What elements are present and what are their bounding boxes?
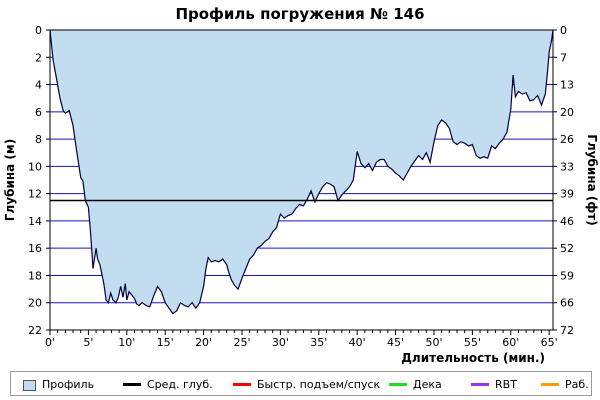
x-tick-label: 5' [83,336,93,349]
plot-area [49,29,554,331]
y-axis-label-left: Глубина (м) [3,139,17,221]
y-right-tick-label: 7 [560,51,567,64]
legend-label: Быстр. подъем/спуск [257,378,381,391]
y-right-tick-label: 0 [560,24,567,37]
y-left-tick-label: 18 [28,269,42,282]
y-axis-right: 0 7 13 20 26 33 39 46 52 59 66 72 [553,24,574,337]
y-left-tick-label: 10 [28,160,42,173]
legend-item-deco: Дека [389,378,442,392]
legend-swatch-profile [23,379,36,391]
legend-swatch-avg-depth [123,382,141,386]
x-tick-label: 45' [387,336,404,349]
legend-item-rbt: RBT [471,378,517,392]
legend-swatch-work [541,382,559,386]
y-right-tick-label: 46 [560,215,574,228]
y-right-tick-label: 13 [560,79,574,92]
y-axis-label-right: Глубина (фт) [585,134,599,225]
y-left-tick-label: 22 [28,324,42,337]
y-left-tick-label: 14 [28,215,42,228]
x-tick-label: 50' [425,336,442,349]
y-left-tick-label: 16 [28,242,42,255]
legend-label: RBT [495,378,517,391]
x-tick-label: 55' [464,336,481,349]
x-tick-label: 65' [541,336,558,349]
legend: Профиль Сред. глуб. Быстр. подъем/спуск … [10,371,592,396]
legend-label: Раб. [565,378,589,391]
x-axis-label: Длительность (мин.) [401,351,545,365]
x-tick-label: 40' [349,336,366,349]
y-left-tick-label: 8 [35,133,42,146]
legend-item-work: Раб. [541,378,589,392]
dive-profile-chart: Профиль погружения № 146 0' 5' 10' 15' 20' 25… [3,5,599,365]
legend-label: Профиль [42,378,95,391]
legend-item-profile: Профиль [23,378,94,392]
y-right-tick-label: 20 [560,106,574,119]
x-tick-label: 60' [502,336,519,349]
y-left-tick-label: 20 [28,297,42,310]
legend-label: Сред. глуб. [147,378,213,391]
plot-frame [49,29,554,331]
x-tick-label: 10' [118,336,135,349]
y-right-tick-label: 72 [560,324,574,337]
legend-swatch-rbt [471,382,489,386]
y-right-tick-label: 52 [560,242,574,255]
x-tick-label: 30' [272,336,289,349]
depth-profile-area [50,30,553,314]
y-left-tick-label: 2 [35,51,42,64]
y-axis-left: 0 2 4 6 8 10 12 14 16 18 20 22 [28,24,50,337]
y-left-tick-label: 6 [35,106,42,119]
x-tick-label: 0' [45,336,55,349]
chart-title: Профиль погружения № 146 [175,5,424,23]
y-right-tick-label: 33 [560,160,574,173]
x-tick-label: 20' [195,336,212,349]
x-tick-label: 35' [310,336,327,349]
depth-profile-line [49,29,554,315]
y-left-tick-label: 12 [28,188,42,201]
y-left-tick-label: 4 [35,79,42,92]
legend-swatch-deco [389,382,407,386]
legend-item-fast-ascent: Быстр. подъем/спуск [233,378,380,392]
x-axis: 0' 5' 10' 15' 20' 25' 30' 35' 40' 45' 50' 55' 60' 65' [45,330,558,349]
x-tick-label: 15' [157,336,174,349]
y-right-tick-label: 59 [560,269,574,282]
y-right-tick-label: 66 [560,297,574,310]
y-right-tick-label: 26 [560,133,574,146]
legend-swatch-fast-ascent [233,382,251,386]
legend-label: Дека [413,378,442,391]
y-right-tick-label: 39 [560,188,574,201]
x-tick-label: 25' [233,336,250,349]
legend-item-avg-depth: Сред. глуб. [123,378,213,392]
y-left-tick-label: 0 [35,24,42,37]
